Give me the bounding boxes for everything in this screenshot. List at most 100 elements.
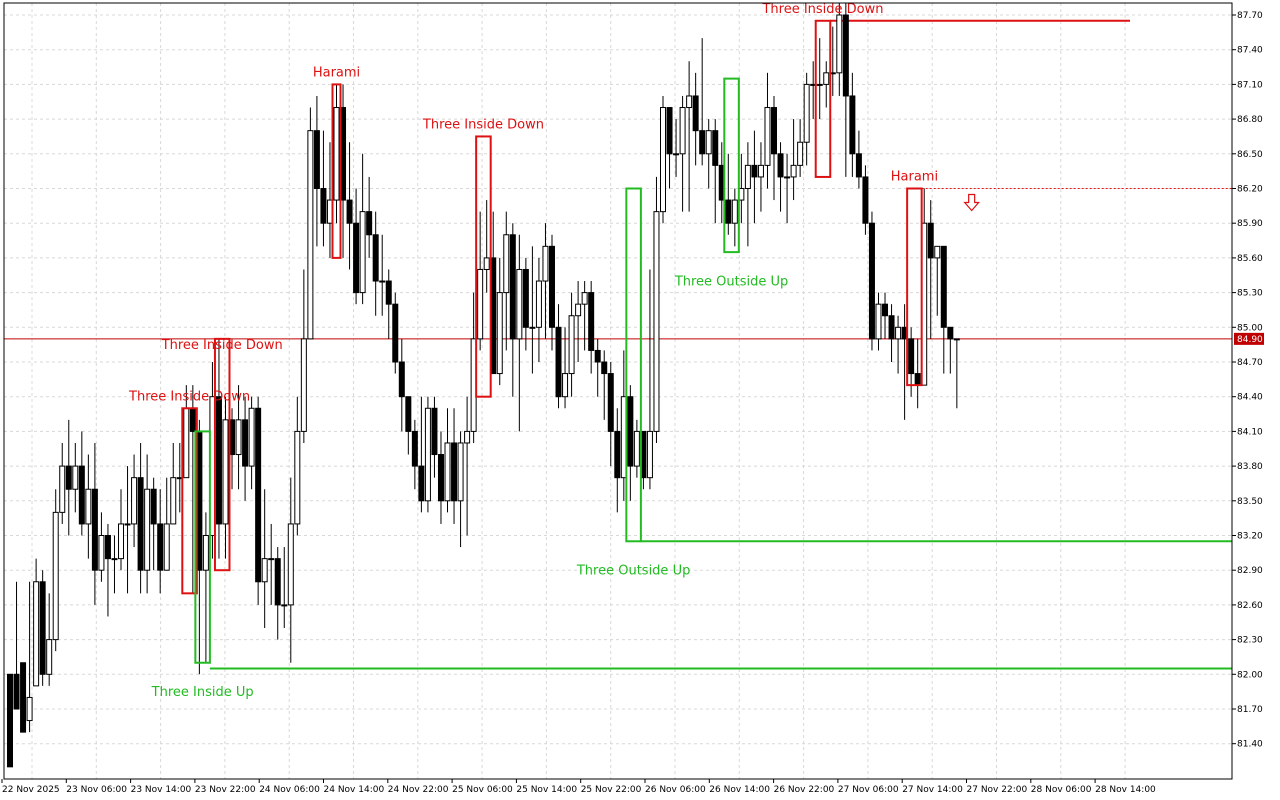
candle-body: [39, 581, 46, 675]
candle-body: [522, 268, 529, 328]
axes: 87.70 87.40 87.10 86.80 86.50 86.20 85.90 85.60…: [1, 2, 1264, 795]
candle-body: [601, 361, 608, 375]
candle-body: [686, 95, 693, 109]
candle-body: [268, 558, 275, 561]
pattern-box: [475, 135, 492, 398]
candle-body: [614, 430, 621, 479]
candle-body: [771, 107, 778, 155]
candle-body: [895, 326, 902, 340]
pattern-box: [181, 407, 198, 595]
candle-body: [477, 268, 484, 340]
plot-frame: [3, 2, 1233, 780]
candle-body: [660, 107, 666, 213]
candle-body: [91, 488, 98, 571]
candle-body: [908, 338, 915, 375]
candle-body: [797, 141, 804, 166]
y-tick-label: 85.60: [1237, 254, 1263, 264]
y-tick-label: 87.70: [1237, 11, 1263, 21]
candle-body: [137, 477, 144, 571]
candle-body: [333, 107, 340, 201]
x-tick-label: 24 Nov 06:00: [259, 785, 320, 795]
candle-body: [59, 465, 66, 513]
candle-body: [927, 222, 934, 259]
candle-body: [588, 292, 595, 351]
candle-body: [790, 164, 797, 178]
candle-body: [444, 442, 451, 502]
candle-body: [947, 326, 954, 340]
candle-body: [300, 338, 307, 432]
candle-body: [202, 535, 209, 571]
candle-body: [855, 153, 862, 178]
candle-body: [653, 211, 660, 432]
candle-body: [307, 130, 314, 340]
pattern-label: Three Outside Up: [576, 563, 690, 578]
y-tick-label: 84.40: [1237, 393, 1263, 403]
candle-body: [953, 338, 960, 341]
pattern-box: [723, 77, 740, 254]
candle-body: [483, 257, 490, 270]
candle-body: [33, 581, 40, 687]
candle-body: [594, 349, 601, 363]
candle-body: [353, 222, 360, 294]
pattern-box: [814, 19, 832, 178]
y-tick-label: 86.50: [1237, 150, 1263, 160]
y-tick-label: 85.30: [1237, 289, 1263, 299]
pattern-box: [625, 187, 642, 543]
candles: [7, 3, 960, 768]
y-tick-label: 86.80: [1237, 115, 1263, 125]
candle-body: [692, 95, 699, 132]
candle-body: [222, 419, 229, 525]
x-tick-label: 26 Nov 22:00: [774, 785, 835, 795]
pattern-label: Three Inside Down: [422, 118, 544, 133]
candle-body: [261, 558, 268, 583]
x-tick-label: 23 Nov 14:00: [131, 785, 192, 795]
candle-body: [26, 696, 33, 722]
candle-body: [235, 419, 242, 456]
candle-body: [751, 164, 758, 178]
pattern-label: Three Inside Up: [151, 685, 254, 700]
candle-body: [274, 558, 281, 606]
candle-body: [294, 430, 301, 525]
candle-body: [836, 14, 843, 74]
pattern-box: [906, 187, 923, 387]
x-tick-label: 24 Nov 22:00: [388, 785, 449, 795]
pattern-box: [213, 337, 231, 572]
y-tick-label: 82.30: [1237, 636, 1263, 646]
candle-body: [882, 303, 889, 317]
x-tick-label: 23 Nov 22:00: [195, 785, 256, 795]
candle-body: [777, 153, 784, 178]
candle-body: [875, 303, 882, 340]
candle-body: [548, 245, 555, 328]
x-tick-label: 24 Nov 14:00: [324, 785, 385, 795]
x-tick-label: 22 Nov 2025: [2, 785, 60, 795]
candle-body: [98, 535, 105, 571]
candle-body: [705, 130, 712, 155]
candle-body: [568, 315, 575, 375]
x-tick-label: 27 Nov 22:00: [967, 785, 1028, 795]
candle-body: [144, 488, 151, 571]
candle-body: [940, 245, 947, 328]
candle-body: [124, 523, 131, 526]
y-tick-label: 85.90: [1237, 219, 1263, 229]
y-tick-label: 83.50: [1237, 497, 1263, 507]
y-tick-label: 84.10: [1237, 427, 1263, 437]
candle-body: [183, 407, 190, 479]
current-price-tag: [1234, 332, 1264, 345]
pattern-box: [331, 83, 342, 259]
pattern-level-lines: [4, 19, 1232, 670]
candle-body: [20, 662, 27, 733]
candle-body: [379, 280, 386, 283]
candle-body: [496, 292, 503, 375]
candle-body: [346, 199, 353, 224]
y-tick-label: 82.60: [1237, 601, 1263, 611]
pattern-label: Three Inside Down: [128, 389, 250, 404]
candle-body: [849, 95, 856, 155]
current-price-label: 84.90: [1237, 335, 1263, 345]
candle-body: [431, 407, 438, 456]
candle-body: [78, 465, 85, 525]
candle-body: [646, 430, 653, 479]
candle-body: [313, 130, 320, 190]
candle-body: [189, 407, 196, 432]
candle-body: [372, 234, 379, 282]
